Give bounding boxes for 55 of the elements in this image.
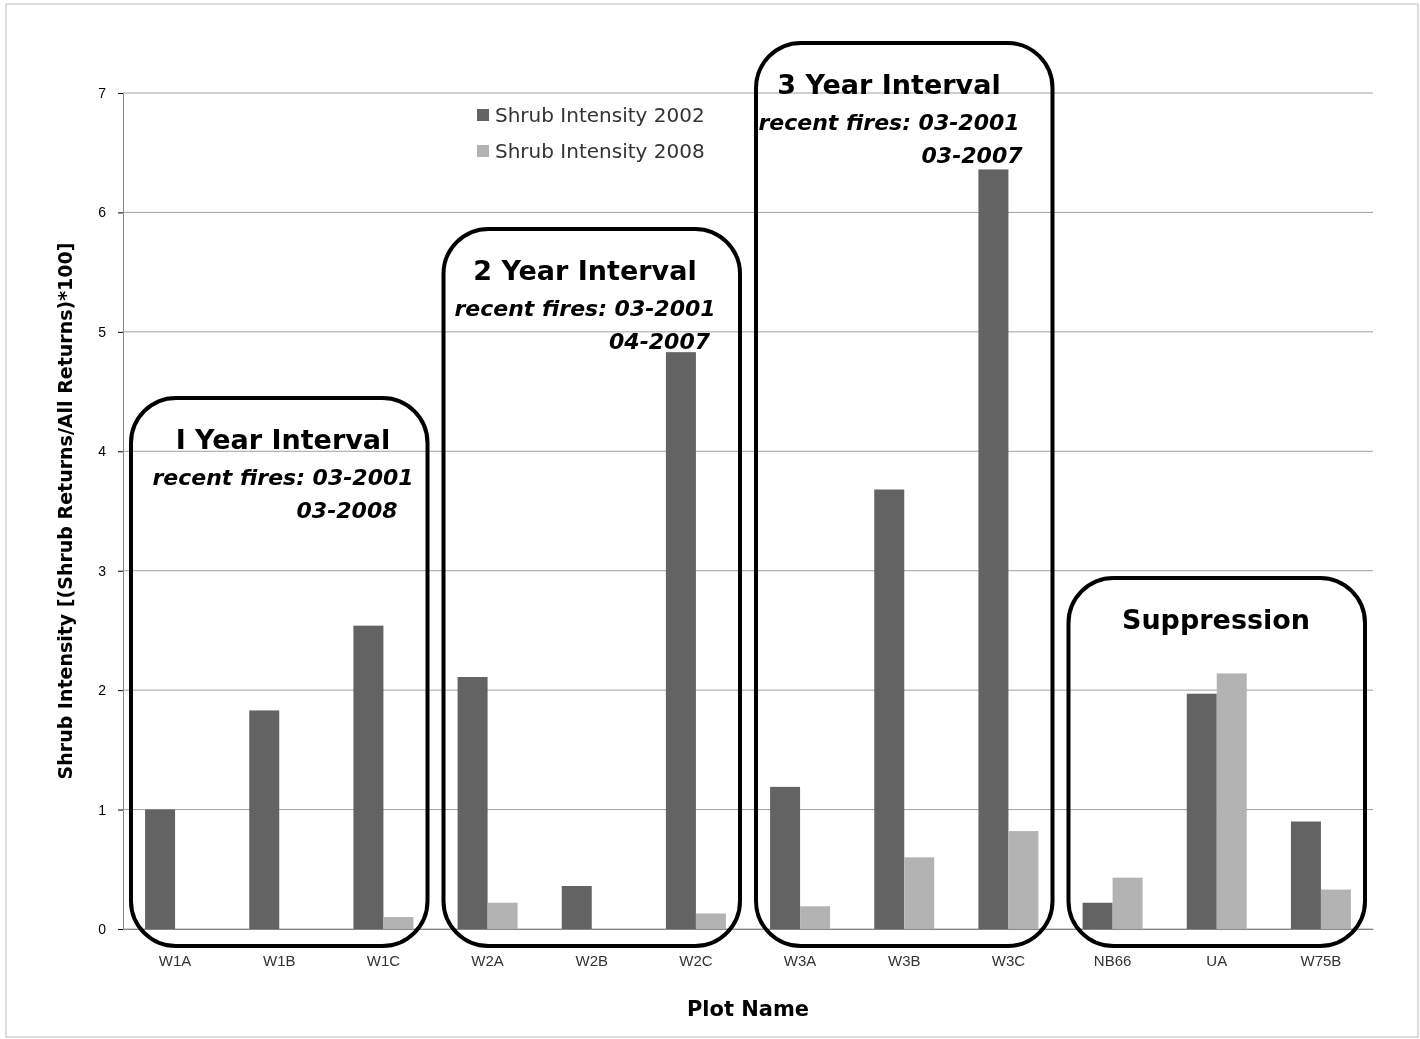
bar — [695, 913, 726, 929]
bar — [249, 710, 280, 929]
bar — [874, 489, 905, 929]
y-tick-label: 5 — [98, 323, 107, 340]
bar — [1216, 673, 1247, 929]
bar — [1112, 877, 1143, 929]
bar — [770, 786, 801, 929]
annotation: recent fires: 03-2001 — [758, 110, 1020, 135]
y-tick-label: 3 — [98, 562, 107, 579]
bar — [1320, 889, 1351, 929]
legend-label: Shrub Intensity 2008 — [495, 139, 705, 163]
bar — [978, 169, 1009, 929]
x-tick-label: W2B — [575, 951, 609, 969]
x-tick-label: UA — [1206, 951, 1228, 969]
bar — [487, 902, 518, 929]
y-axis-title: Shrub Intensity [(Shrub Returns/All Returns)*100] — [54, 242, 76, 780]
annotation: I Year Interval — [175, 424, 391, 455]
annotation: 03-2007 — [921, 143, 1024, 168]
annotation: 2 Year Interval — [473, 255, 697, 286]
x-tick-label: W1A — [158, 951, 192, 969]
bar — [145, 809, 176, 929]
bar — [1008, 831, 1039, 929]
x-tick-label: W3B — [887, 951, 921, 969]
bar — [561, 886, 592, 929]
y-tick-label: 0 — [98, 920, 107, 937]
y-tick-label: 4 — [98, 443, 107, 460]
y-tick-label: 7 — [98, 84, 107, 101]
x-tick-label: W2A — [471, 951, 504, 969]
x-tick-label: W1C — [366, 951, 401, 969]
y-tick-label: 6 — [98, 204, 107, 221]
legend-label: Shrub Intensity 2002 — [495, 103, 705, 127]
x-tick-label: NB66 — [1093, 951, 1132, 969]
x-tick-label: W3C — [991, 951, 1026, 969]
annotation: recent fires: 03-2001 — [152, 465, 414, 490]
bar — [1082, 902, 1113, 929]
annotation: 04-2007 — [609, 329, 711, 354]
bar — [353, 625, 384, 929]
bar — [1290, 821, 1321, 929]
bar — [665, 352, 696, 929]
annotation: 03-2008 — [296, 498, 398, 523]
bar — [904, 857, 935, 929]
annotation: 3 Year Interval — [777, 69, 1001, 100]
annotation: recent fires: 03-2001 — [454, 296, 716, 321]
x-tick-label: W75B — [1300, 951, 1342, 969]
x-axis-title: Plot Name — [686, 997, 810, 1021]
y-tick-label: 1 — [98, 801, 107, 818]
bar — [457, 677, 488, 929]
x-tick-label: W1B — [262, 951, 296, 969]
bar — [800, 906, 831, 929]
annotation: Suppression — [1121, 604, 1311, 635]
bar — [1186, 693, 1217, 929]
y-tick-label: 2 — [98, 682, 107, 699]
bar — [383, 917, 414, 929]
x-tick-label: W3A — [783, 951, 817, 969]
x-tick-label: W2C — [679, 951, 713, 969]
